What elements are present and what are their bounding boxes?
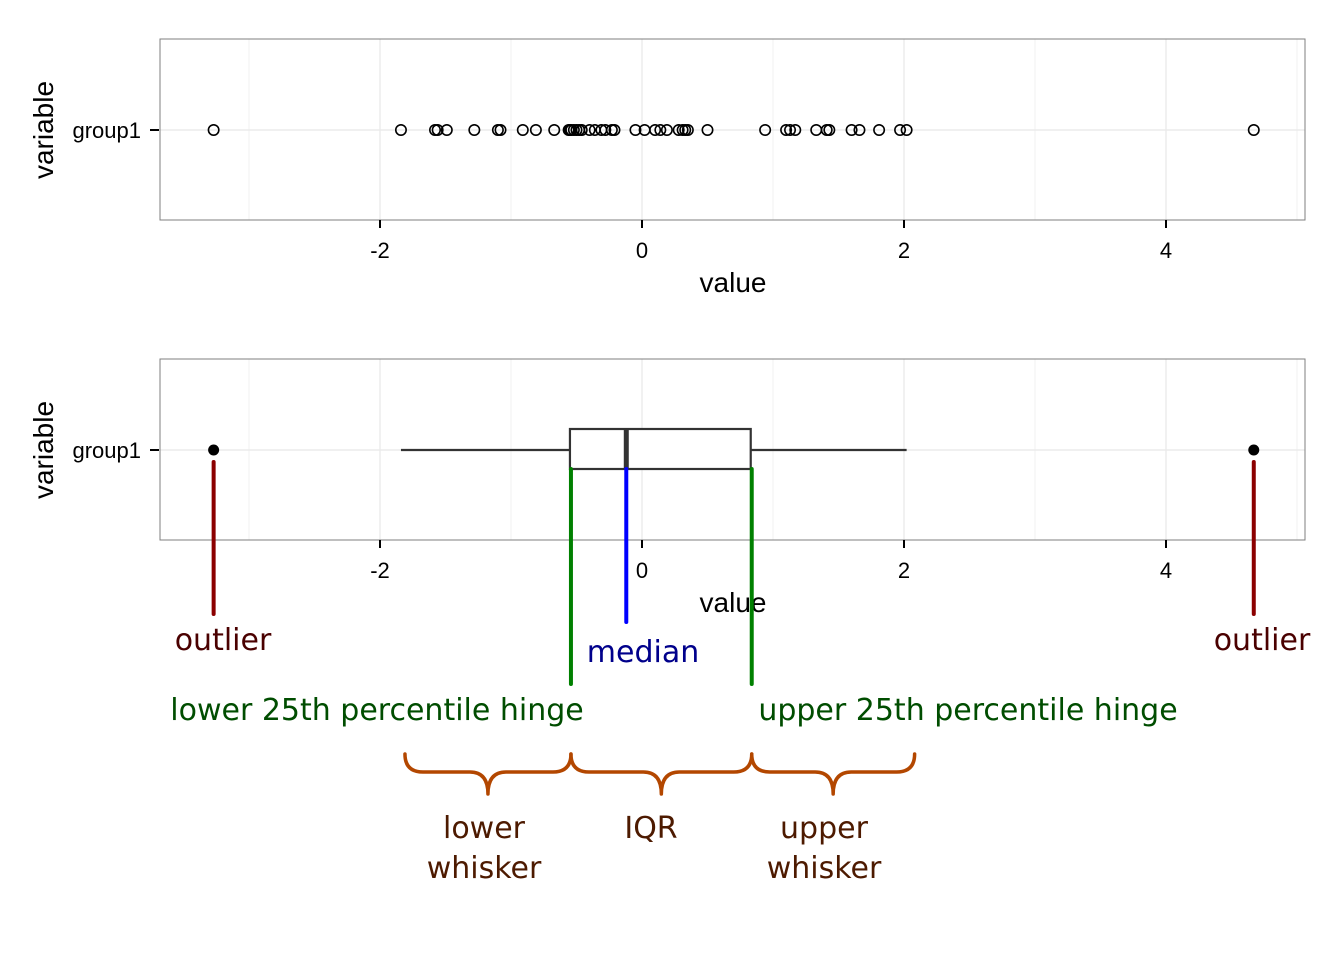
dot-plot-x-tick-label: 0: [636, 238, 648, 263]
data-point: [701, 124, 714, 137]
annotation-lines: [211, 460, 1256, 686]
annotation-braces: [403, 752, 917, 796]
box-plot-y-axis: group1 variable: [28, 401, 159, 499]
dot-plot-x-tick-label: 2: [898, 238, 910, 263]
dot-plot-x-axis-title: value: [700, 267, 767, 298]
data-point: [780, 124, 793, 137]
data-point: [583, 124, 596, 137]
data-point: [649, 124, 662, 137]
box-plot-panel: group1 variable -2 0 2 4 value: [28, 358, 1306, 618]
data-point: [1247, 124, 1260, 137]
data-point: [759, 124, 772, 137]
iqr-label: IQR: [624, 811, 677, 846]
data-point: [629, 124, 642, 137]
data-point: [548, 124, 561, 137]
data-point: [672, 124, 685, 137]
data-point: [900, 124, 913, 137]
data-point: [468, 124, 481, 137]
data-point: [608, 124, 621, 137]
upper-whisker-brace: [749, 752, 917, 796]
lower-whisker-label-line1: lower: [443, 811, 526, 846]
dot-plot-panel-border: [159, 38, 1306, 221]
upper-whisker-label-line1: upper: [780, 811, 869, 846]
dot-plot-panel: group1 variable -2 0 2 4 value: [28, 38, 1306, 298]
box-plot-x-tick-label: 2: [898, 558, 910, 583]
outlier-point: [1248, 444, 1260, 456]
upper-whisker-label-line2: whisker: [767, 851, 882, 886]
lower-hinge-label: lower 25th percentile hinge: [170, 693, 583, 728]
iqr-brace: [569, 752, 754, 796]
dot-plot-y-tick-label: group1: [72, 118, 141, 143]
box-plot-x-tick-label: 0: [636, 558, 648, 583]
data-point: [654, 124, 667, 137]
iqr-box: [568, 427, 752, 471]
box-plot-y-tick-label: group1: [72, 438, 141, 463]
outlier-left-label: outlier: [175, 623, 272, 658]
data-point: [494, 124, 507, 137]
data-point: [660, 124, 673, 137]
annotations: outlier outlier median lower 25th percen…: [170, 460, 1311, 886]
box-plot-x-axis: -2 0 2 4: [370, 540, 1172, 583]
dot-plot-grid: [160, 39, 1305, 220]
data-point: [789, 124, 802, 137]
data-point: [894, 124, 907, 137]
lower-whisker-brace: [403, 752, 573, 796]
dot-plot-x-tick-label: 4: [1160, 238, 1172, 263]
data-point: [784, 124, 797, 137]
dot-plot-x-tick-label: -2: [370, 238, 390, 263]
median-label: median: [587, 635, 699, 670]
dot-plot-y-axis-title: variable: [28, 81, 59, 179]
dot-plot-points: [207, 124, 1260, 137]
data-point: [873, 124, 886, 137]
data-point: [599, 124, 612, 137]
box-plot-marks: [208, 427, 1260, 471]
box-plot-x-tick-label: -2: [370, 558, 390, 583]
lower-whisker-label-line2: whisker: [427, 851, 542, 886]
data-point: [575, 124, 588, 137]
box-plot-x-tick-label: 4: [1160, 558, 1172, 583]
dot-plot-y-axis: group1 variable: [28, 81, 159, 179]
outlier-right-label: outlier: [1214, 623, 1311, 658]
data-point: [440, 124, 453, 137]
data-point: [529, 124, 542, 137]
data-point: [853, 124, 866, 137]
dot-plot-x-axis: -2 0 2 4: [370, 220, 1172, 263]
box-plot-x-axis-title: value: [700, 587, 767, 618]
data-point: [394, 124, 407, 137]
data-point: [207, 124, 220, 137]
data-point: [431, 124, 444, 137]
data-point: [845, 124, 858, 137]
upper-hinge-label: upper 25th percentile hinge: [758, 693, 1177, 728]
data-point: [516, 124, 529, 137]
data-point: [681, 124, 694, 137]
box-plot-y-axis-title: variable: [28, 401, 59, 499]
data-point: [823, 124, 836, 137]
box-plot-panel-border: [159, 358, 1306, 541]
outlier-point: [208, 444, 220, 456]
